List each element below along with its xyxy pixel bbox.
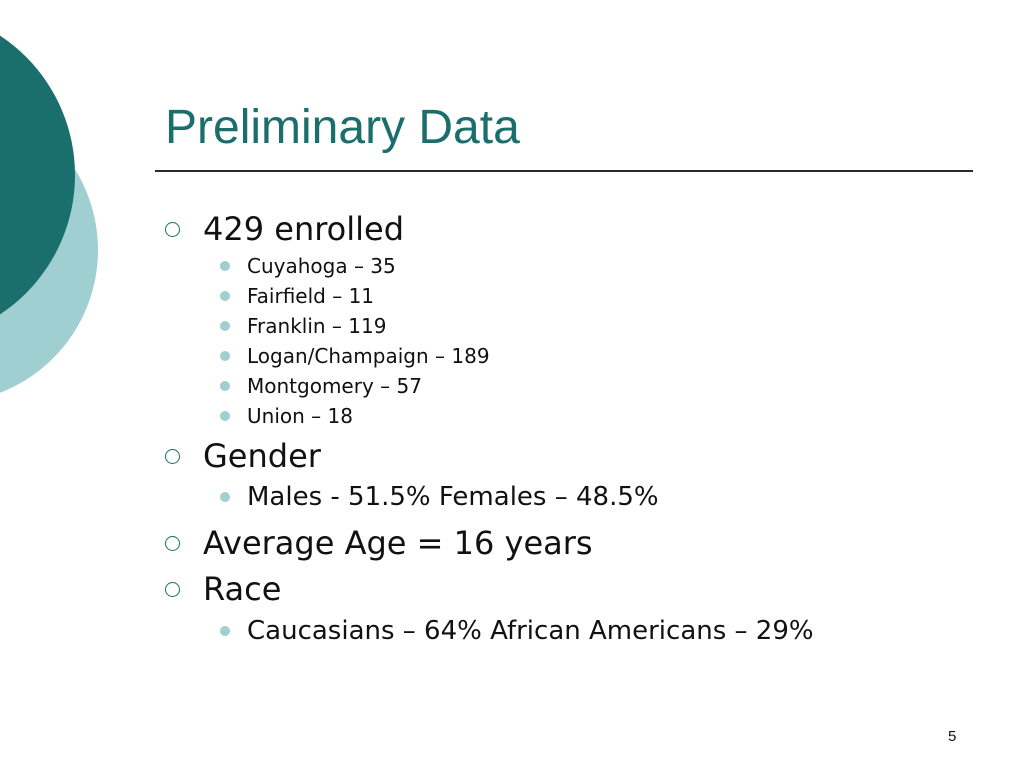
dark-teal-circle	[0, 35, 75, 315]
dot-bullet-icon	[220, 492, 230, 502]
sub-bullet-cuyahoga: Cuyahoga – 35	[247, 254, 396, 278]
bullet-gender: Gender	[203, 437, 321, 475]
dot-bullet-icon	[220, 351, 230, 361]
sub-bullet-fairfield: Fairfield – 11	[247, 284, 375, 308]
page-number: 5	[948, 728, 957, 745]
sub-bullet-montgomery: Montgomery – 57	[247, 374, 422, 398]
slide-title: Preliminary Data	[165, 101, 520, 154]
dot-bullet-icon	[220, 291, 230, 301]
bullet-enrolled: 429 enrolled	[203, 210, 405, 248]
bullet-average-age: Average Age = 16 years	[203, 524, 593, 562]
hollow-circle-bullet-icon	[165, 222, 180, 237]
hollow-circle-bullet-icon	[165, 582, 180, 597]
decorative-circles	[0, 35, 98, 393]
dot-bullet-icon	[220, 411, 230, 421]
sub-bullet-union: Union – 18	[247, 404, 353, 428]
hollow-circle-bullet-icon	[165, 536, 180, 551]
title-divider	[155, 170, 973, 172]
sub-bullet-race-split: Caucasians – 64% African Americans – 29%	[247, 616, 814, 646]
dot-bullet-icon	[220, 261, 230, 271]
sub-bullet-gender-split: Males - 51.5% Females – 48.5%	[247, 482, 659, 512]
dot-bullet-icon	[220, 321, 230, 331]
sub-bullet-franklin: Franklin – 119	[247, 314, 387, 338]
hollow-circle-bullet-icon	[165, 449, 180, 464]
dot-bullet-icon	[220, 381, 230, 391]
bullet-race: Race	[203, 570, 282, 608]
sub-bullet-logan-champaign: Logan/Champaign – 189	[247, 344, 490, 368]
dot-bullet-icon	[220, 626, 230, 636]
